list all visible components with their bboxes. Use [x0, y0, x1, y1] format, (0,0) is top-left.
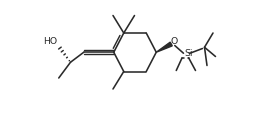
Polygon shape: [156, 42, 172, 52]
Text: HO: HO: [43, 37, 57, 46]
Text: Si: Si: [184, 49, 192, 58]
Text: O: O: [170, 37, 178, 46]
